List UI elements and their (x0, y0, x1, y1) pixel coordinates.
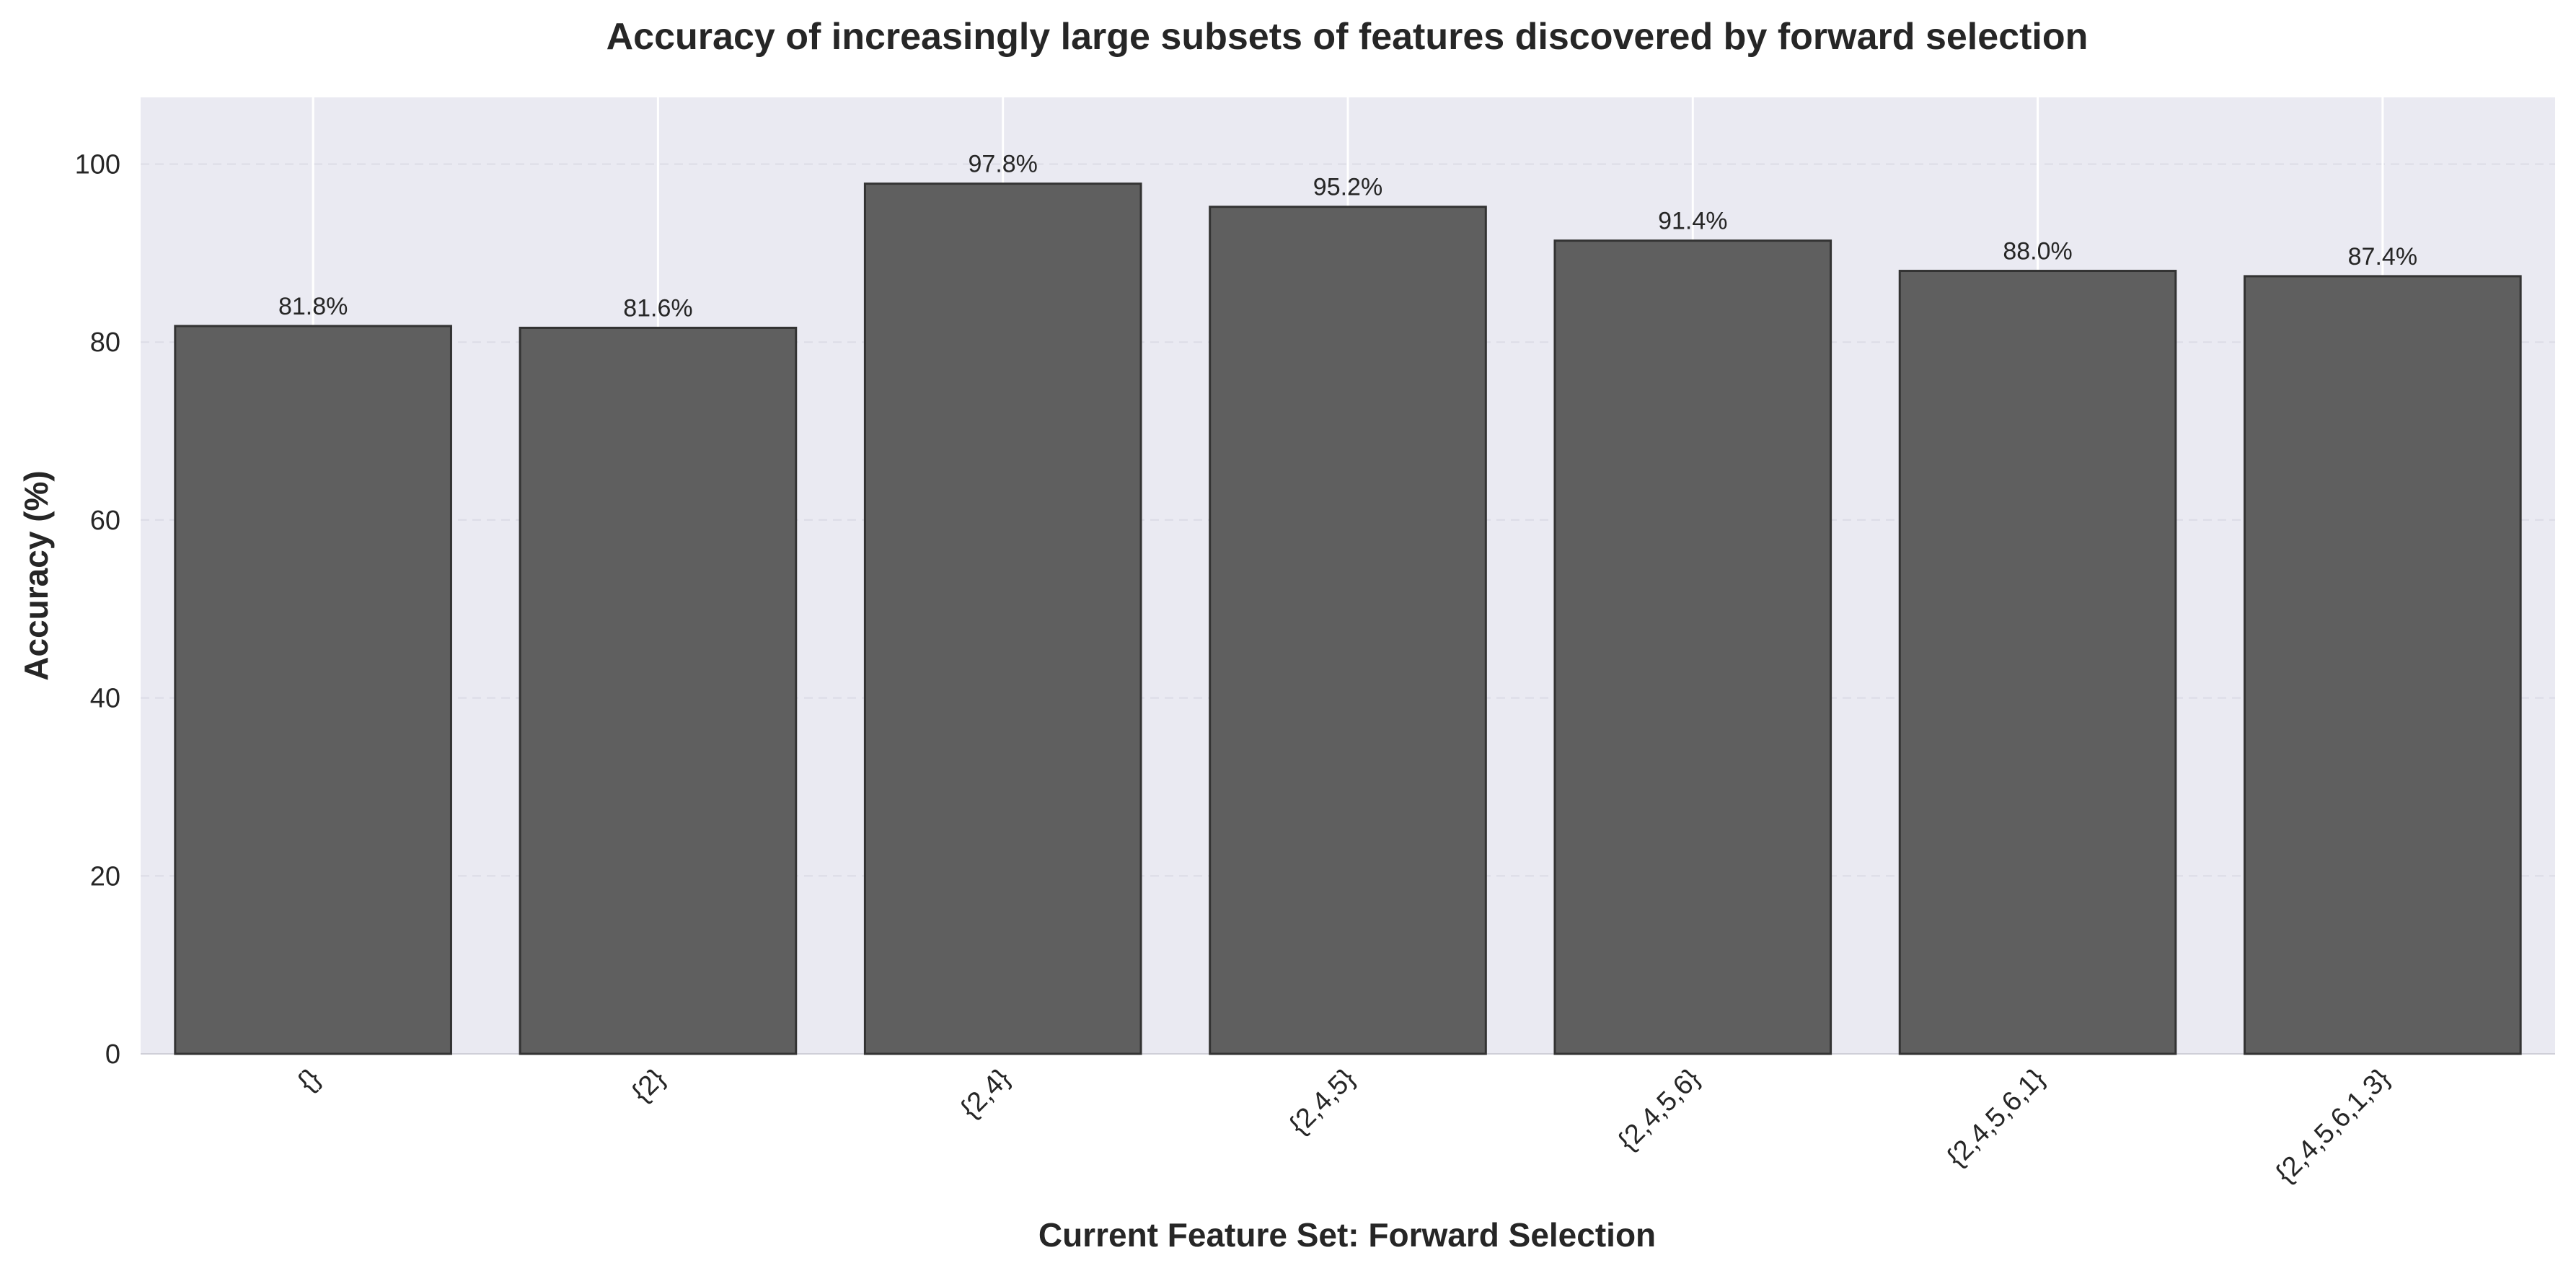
data-label: 97.8% (969, 151, 1038, 178)
x-tick-label: {} (292, 1063, 327, 1098)
bars-layer (174, 182, 2522, 1055)
bar (863, 182, 1142, 1055)
data-label: 81.8% (278, 293, 348, 320)
y-tick-label: 60 (90, 506, 120, 536)
bar (1898, 270, 2177, 1055)
x-tick-label: {2,4} (955, 1063, 1016, 1125)
data-label: 91.4% (1658, 208, 1727, 235)
y-tick-label: 100 (75, 150, 120, 180)
data-labels-layer: 81.8% 81.6% 97.8% 95.2% 91.4% 88.0% 87.4% (278, 151, 2417, 322)
data-label: 88.0% (2003, 238, 2072, 265)
y-tick-label: 20 (90, 861, 120, 892)
bar (1209, 206, 1487, 1055)
y-tick-label: 0 (105, 1039, 120, 1070)
y-axis: 0 20 40 60 80 100 (75, 150, 120, 1070)
data-label: 87.4% (2348, 243, 2417, 270)
data-label: 95.2% (1313, 174, 1382, 201)
x-tick-label: {2,4,5} (1284, 1063, 1361, 1140)
bar (1553, 239, 1832, 1055)
y-tick-label: 40 (90, 684, 120, 714)
bar (174, 325, 452, 1055)
y-tick-label: 80 (90, 327, 120, 358)
x-tick-label: {2,4,5,6,1} (1941, 1063, 2051, 1173)
chart-title: Accuracy of increasingly large subsets o… (606, 16, 2088, 58)
x-axis: {} {2} {2,4} {2,4,5} {2,4,5,6} {2,4,5,6,1} {2,… (292, 1063, 2396, 1189)
x-tick-label: {2,4,5,6,1,3} (2270, 1063, 2396, 1189)
bar (519, 326, 798, 1055)
x-axis-label: Current Feature Set: Forward Selection (1038, 1216, 1656, 1254)
x-tick-label: {2} (626, 1063, 671, 1109)
data-label: 81.6% (623, 294, 692, 322)
y-axis-label: Accuracy (%) (17, 470, 55, 680)
x-tick-label: {2,4,5,6} (1613, 1063, 1706, 1157)
bar (2244, 275, 2522, 1055)
